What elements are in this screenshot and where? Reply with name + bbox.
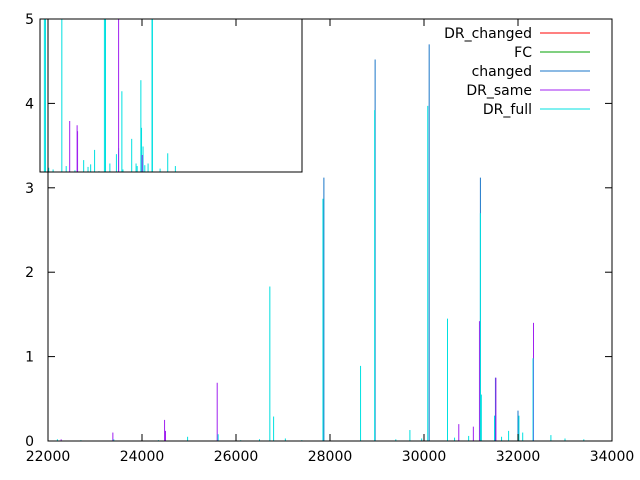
x-tick-label: 26000 bbox=[214, 449, 259, 465]
legend: DR_changed FC changed DR_same DR_full bbox=[444, 26, 590, 118]
y-tick-label: 5 bbox=[25, 12, 34, 28]
y-tick-label: 4 bbox=[25, 96, 34, 112]
x-tick-label: 28000 bbox=[308, 449, 353, 465]
inset-plot bbox=[39, 18, 303, 173]
main-plot-bars bbox=[56, 44, 585, 441]
y-tick-label: 2 bbox=[25, 265, 34, 281]
x-tick-label: 22000 bbox=[26, 449, 71, 465]
legend-label-dr-full: DR_full bbox=[483, 102, 532, 118]
x-tick-label: 32000 bbox=[496, 449, 541, 465]
legend-label-fc: FC bbox=[514, 45, 532, 61]
legend-label-changed: changed bbox=[472, 64, 532, 80]
x-tick-label: 30000 bbox=[402, 449, 447, 465]
inset-plot-bars bbox=[43, 19, 176, 172]
y-tick-label: 0 bbox=[25, 434, 34, 450]
x-tick-label: 24000 bbox=[120, 449, 165, 465]
y-tick-label: 3 bbox=[25, 181, 34, 197]
legend-label-dr-same: DR_same bbox=[466, 83, 532, 99]
axis-ticks: 22000 24000 26000 28000 30000 32000 34000 0 1 2 3 4… bbox=[25, 12, 634, 465]
x-tick-label: 34000 bbox=[590, 449, 635, 465]
y-tick-label: 1 bbox=[25, 350, 34, 366]
inset-background bbox=[40, 19, 302, 172]
legend-label-dr-changed: DR_changed bbox=[444, 26, 532, 42]
